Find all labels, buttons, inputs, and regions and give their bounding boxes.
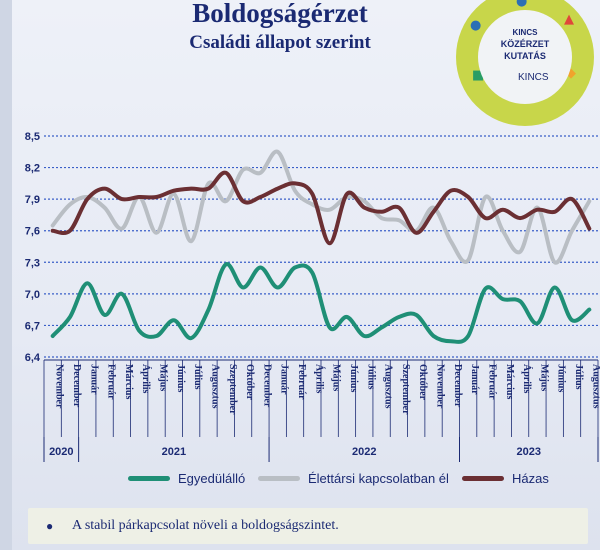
chart-subtitle: Családi állapot szerint bbox=[189, 32, 371, 53]
y-tick-label: 8,5 bbox=[25, 131, 40, 143]
series-line-elettarsi bbox=[50, 149, 592, 265]
x-tick-label: Június bbox=[175, 364, 186, 392]
figure-icon: ● bbox=[470, 18, 482, 33]
y-tick-label: 8,2 bbox=[25, 163, 40, 175]
series-line-egyedulallo bbox=[50, 262, 592, 344]
x-tick-label: Április bbox=[140, 364, 152, 394]
x-tick-label: Január bbox=[279, 364, 290, 395]
x-tick-label: Szeptember bbox=[400, 364, 411, 415]
logo-mark: KINCS bbox=[518, 72, 549, 83]
x-tick-label: December bbox=[452, 364, 463, 408]
x-tick-label: November bbox=[54, 364, 65, 409]
x-tick-label: Augusztus bbox=[383, 364, 394, 409]
x-tick-label: Május bbox=[158, 364, 169, 391]
x-tick-label: Március bbox=[123, 364, 134, 399]
year-label: 2023 bbox=[517, 446, 541, 458]
note-text: A stabil párkapcsolat növeli a boldogság… bbox=[72, 518, 339, 533]
x-tick-label: Május bbox=[538, 364, 549, 391]
y-tick-label: 7,6 bbox=[25, 226, 40, 238]
x-tick-label: Március bbox=[504, 364, 515, 399]
y-tick-label: 7,3 bbox=[25, 257, 40, 269]
x-tick-label: Június bbox=[556, 364, 567, 392]
x-tick-label: Július bbox=[365, 364, 376, 390]
x-tick-label: Május bbox=[331, 364, 342, 391]
x-tick-label: Augusztus bbox=[209, 364, 220, 409]
bullet-icon: ● bbox=[46, 519, 54, 533]
x-tick-label: Január bbox=[88, 364, 99, 395]
legend-item-elettarsi: Élettársi kapcsolatban él bbox=[258, 468, 449, 488]
logo-inner: KINCS KÖZÉRZET KUTATÁS KINCS bbox=[478, 10, 572, 104]
x-tick-label: Október bbox=[417, 364, 428, 401]
kincs-logo: ● ▲ ■ ◆ ● KINCS KÖZÉRZET KUTATÁS KINCS bbox=[456, 0, 594, 126]
series-layer bbox=[50, 149, 592, 344]
year-label: 2022 bbox=[352, 446, 376, 458]
figure-icon: ◆ bbox=[566, 66, 576, 81]
legend-item-egyedulallo: Egyedülálló bbox=[128, 468, 245, 488]
y-tick-label: 6,4 bbox=[25, 352, 41, 364]
x-tick-label: November bbox=[435, 364, 446, 409]
legend-swatch bbox=[128, 475, 170, 481]
x-tick-label: Június bbox=[348, 364, 359, 392]
x-tick-label: Október bbox=[244, 364, 255, 401]
x-tick-label: Január bbox=[469, 364, 480, 395]
x-tick-label: Április bbox=[521, 364, 533, 394]
x-tick-label: Április bbox=[313, 364, 325, 394]
x-tick-label: December bbox=[71, 364, 82, 408]
figure-icon: ● bbox=[516, 0, 528, 9]
legend-item-hazas: Házas bbox=[462, 468, 549, 488]
x-tick-label: December bbox=[261, 364, 272, 408]
x-tick-label: Február bbox=[106, 364, 117, 400]
year-label: 2020 bbox=[49, 446, 73, 458]
series-line-hazas bbox=[50, 170, 592, 246]
legend-label: Élettársi kapcsolatban él bbox=[308, 470, 449, 486]
x-tick-label: Február bbox=[486, 364, 497, 400]
chart-title: Boldogságérzet bbox=[192, 0, 368, 28]
x-tick-label: Szeptember bbox=[227, 364, 238, 415]
x-tick-label: Február bbox=[296, 364, 307, 400]
figure-icon: ▲ bbox=[564, 12, 574, 27]
x-tick-label: Augusztus bbox=[590, 364, 600, 409]
legend-swatch bbox=[462, 475, 504, 481]
legend-label: Házas bbox=[512, 470, 549, 486]
logo-text: KÖZÉRZET bbox=[500, 39, 550, 49]
y-tick-label: 7,9 bbox=[25, 194, 40, 206]
legend-label: Egyedülálló bbox=[178, 470, 246, 486]
x-tick-label: Július bbox=[192, 364, 203, 390]
year-label: 2021 bbox=[162, 446, 186, 458]
axis-layer: 8,5 8,2 7,9 7,6 7,3 7,0 6,7 6,4 November December… bbox=[25, 131, 600, 462]
y-tick-label: 7,0 bbox=[25, 289, 40, 301]
legend-swatch bbox=[258, 475, 300, 481]
logo-text: KINCS bbox=[512, 28, 538, 37]
y-tick-label: 6,7 bbox=[25, 320, 40, 332]
x-tick-label: Július bbox=[573, 364, 584, 390]
takeaway-note: ● A stabil párkapcsolat növeli a boldogs… bbox=[28, 508, 588, 544]
grid-layer bbox=[44, 135, 598, 358]
logo-text: KUTATÁS bbox=[504, 51, 546, 61]
